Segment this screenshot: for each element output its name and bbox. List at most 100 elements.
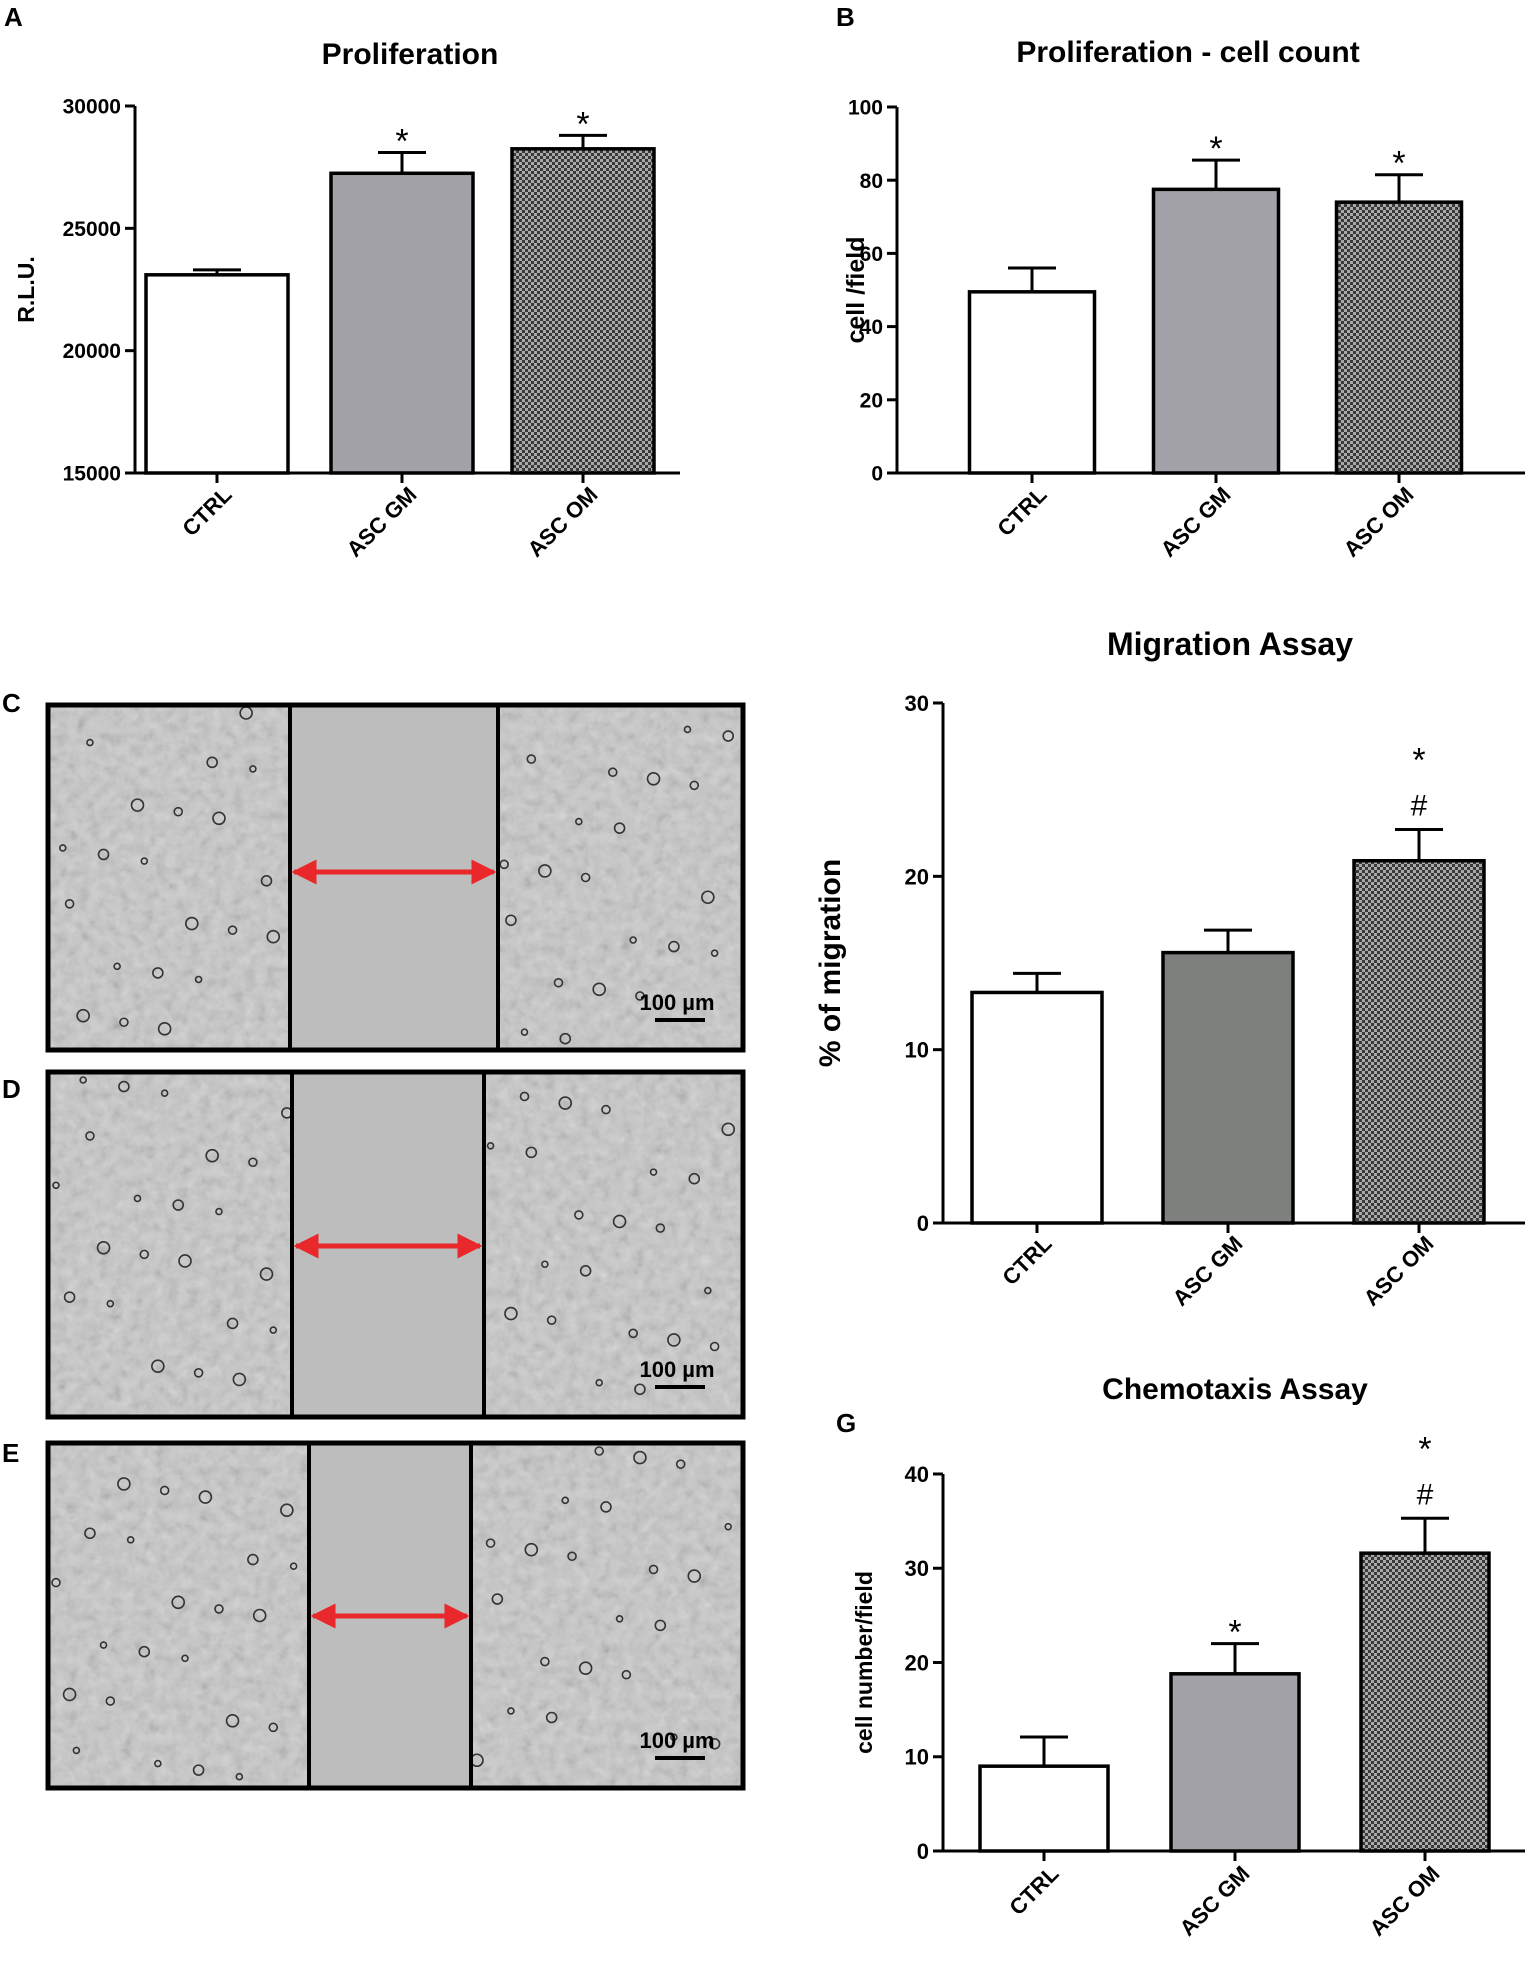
cell xyxy=(118,1080,130,1093)
x-tick-label: ASC OM xyxy=(1365,1861,1445,1941)
cell xyxy=(701,890,715,905)
cell xyxy=(540,1656,550,1667)
y-axis-label: cell /field xyxy=(842,237,870,344)
bar xyxy=(329,171,475,475)
bar xyxy=(1359,1551,1491,1853)
cell xyxy=(724,1522,733,1531)
cell xyxy=(214,1604,224,1614)
cell xyxy=(499,859,509,870)
cell xyxy=(621,1669,632,1680)
y-axis-label: cell number/field xyxy=(851,1571,877,1754)
y-tick-label: 10 xyxy=(905,1038,929,1063)
scale-bar-label: 100 µm xyxy=(639,990,714,1015)
bar xyxy=(510,147,656,475)
cell xyxy=(668,940,680,953)
cell xyxy=(160,1089,169,1097)
cell xyxy=(172,1199,185,1211)
cell xyxy=(249,765,257,773)
y-tick-label: 25000 xyxy=(63,218,121,241)
x-tick-label: ASC GM xyxy=(1156,482,1236,562)
bar xyxy=(1161,950,1295,1225)
scale-bar-label: 100 µm xyxy=(639,1728,714,1753)
y-tick-label: 30 xyxy=(905,1556,929,1581)
y-tick-label: 0 xyxy=(871,463,883,486)
cell xyxy=(159,1485,170,1496)
cell xyxy=(553,977,564,988)
cell xyxy=(79,1076,87,1084)
cell xyxy=(592,982,607,997)
cell xyxy=(280,1503,294,1518)
cell xyxy=(269,1326,278,1334)
y-tick-label: 20 xyxy=(860,389,883,412)
cell xyxy=(541,1260,549,1269)
y-tick-label: 10 xyxy=(905,1745,929,1770)
cell xyxy=(635,991,645,1001)
cell xyxy=(613,822,626,834)
panel-label-d: D xyxy=(2,1074,21,1104)
y-tick-label: 100 xyxy=(848,97,883,120)
significance-marker: # xyxy=(1417,1478,1434,1511)
scale-bar-label: 100 µm xyxy=(639,1357,714,1382)
cell xyxy=(545,1711,558,1724)
significance-marker: * xyxy=(576,105,589,143)
cell xyxy=(578,1661,593,1675)
cell xyxy=(580,872,591,883)
chart-migration-assay: Migration Assay % of migration 0 10 20 30 CTRL… xyxy=(814,626,1525,1311)
cell xyxy=(171,1595,186,1610)
cell xyxy=(648,1564,659,1575)
cell xyxy=(140,857,149,865)
cell xyxy=(710,949,719,957)
cell xyxy=(133,1194,142,1203)
bar xyxy=(970,990,1104,1225)
cell xyxy=(595,1378,604,1387)
cell xyxy=(212,811,226,826)
cell xyxy=(485,1538,496,1548)
cell xyxy=(126,1536,135,1544)
micrograph-frame xyxy=(45,702,746,1053)
y-tick-label: 30 xyxy=(905,691,929,716)
x-tick-label: CTRL xyxy=(1004,1861,1063,1920)
cell xyxy=(507,1707,515,1715)
cell xyxy=(152,967,164,979)
panel-label-g: G xyxy=(836,1408,856,1438)
x-tick-label: ASC GM xyxy=(1168,1231,1248,1311)
cell xyxy=(113,962,121,971)
cell xyxy=(248,1157,258,1168)
chart-title: Chemotaxis Assay xyxy=(1102,1373,1368,1406)
cell xyxy=(225,1713,240,1728)
y-tick-label: 20 xyxy=(905,864,929,889)
x-tick-label: CTRL xyxy=(177,482,236,541)
y-tick-label: 40 xyxy=(860,316,883,339)
cell xyxy=(117,1477,131,1491)
micrograph-frame xyxy=(45,1069,746,1420)
chart-chemotaxis-assay: Chemotaxis Assay cell number/field 0 10 20 30… xyxy=(851,1373,1525,1941)
x-tick-label: CTRL xyxy=(997,1231,1056,1290)
cell xyxy=(615,1614,624,1623)
cell xyxy=(157,1022,172,1036)
cell xyxy=(247,1553,259,1566)
cell xyxy=(106,1299,115,1308)
cell xyxy=(215,1207,223,1216)
significance-marker: * xyxy=(1412,742,1425,780)
y-tick-label: 15000 xyxy=(63,463,121,486)
cell xyxy=(519,1091,530,1102)
cell xyxy=(491,1593,504,1605)
cell xyxy=(520,1028,529,1036)
cell xyxy=(96,1240,111,1255)
cell xyxy=(558,1096,573,1110)
cell xyxy=(192,1764,205,1776)
cell xyxy=(85,1131,95,1141)
cell xyxy=(266,929,281,944)
cell xyxy=(227,925,238,935)
significance-marker: * xyxy=(395,122,408,160)
cell xyxy=(139,1249,150,1260)
cell xyxy=(194,975,203,984)
cell xyxy=(226,1317,239,1330)
cell xyxy=(526,754,537,764)
cell xyxy=(633,1450,647,1465)
cell xyxy=(206,756,218,769)
cell xyxy=(579,1265,592,1277)
bar xyxy=(1334,200,1464,475)
y-tick-label: 20 xyxy=(905,1650,929,1675)
cell xyxy=(670,1733,678,1742)
